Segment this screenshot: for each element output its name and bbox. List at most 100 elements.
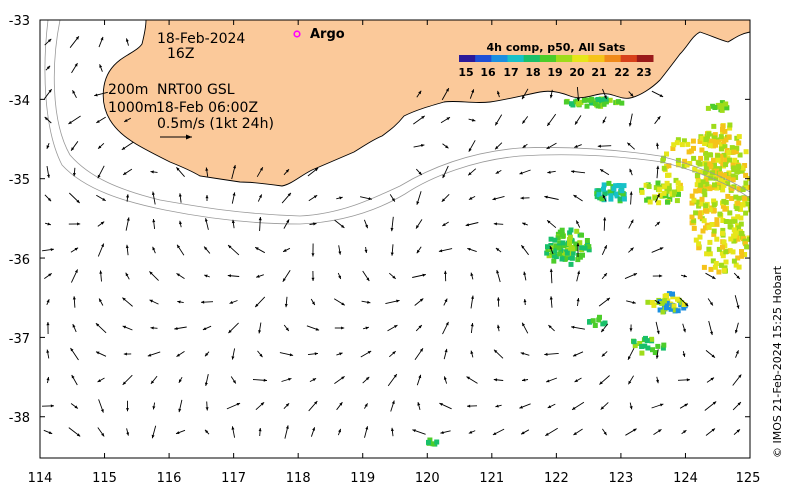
sst-pixel <box>670 294 676 300</box>
sst-pixel <box>430 441 436 447</box>
sst-pixel <box>557 240 563 246</box>
sst-pixel <box>703 203 709 209</box>
sst-pixel <box>672 189 677 195</box>
sst-pixel <box>701 218 707 224</box>
current-arrow <box>282 270 291 282</box>
current-arrow <box>708 320 713 336</box>
current-arrow <box>387 373 398 387</box>
sst-pixel <box>639 344 645 349</box>
current-arrow <box>281 192 292 204</box>
current-arrow <box>574 377 582 383</box>
current-arrow <box>705 350 716 358</box>
sst-pixel <box>570 246 576 252</box>
sst-pixel <box>691 218 697 224</box>
sst-pixel <box>718 262 724 268</box>
sst-pixel <box>732 157 738 163</box>
current-arrow <box>443 348 448 360</box>
current-arrow <box>493 222 504 226</box>
sst-pixel <box>711 157 716 163</box>
sst-pixel <box>725 181 731 187</box>
current-arrow <box>549 296 553 308</box>
current-arrow <box>651 90 664 98</box>
current-arrow <box>547 403 556 409</box>
sst-pixel <box>586 244 592 250</box>
current-arrow <box>597 144 612 148</box>
sst-pixel <box>687 161 693 166</box>
current-arrow <box>656 376 659 384</box>
current-arrow <box>70 403 79 409</box>
sst-pixel <box>696 241 702 247</box>
current-arrow <box>704 401 717 411</box>
current-arrow <box>68 222 81 226</box>
sst-pixel <box>675 157 681 163</box>
sst-pixel <box>731 165 737 171</box>
sst-pixel <box>671 142 677 148</box>
sst-pixel <box>587 319 593 324</box>
sst-pixel <box>707 143 713 149</box>
current-arrow <box>230 376 237 384</box>
sst-pixel <box>668 306 674 312</box>
sst-pixel <box>601 186 606 192</box>
sst-pixel <box>731 149 737 155</box>
sst-pixel <box>719 107 725 113</box>
sst-pixel <box>696 245 702 251</box>
sst-pixel <box>711 208 717 214</box>
current-arrow <box>227 244 240 256</box>
current-arrow <box>255 401 265 411</box>
x-tick-label: 124 <box>673 471 698 486</box>
sst-pixel <box>669 191 675 197</box>
current-arrow <box>44 194 52 202</box>
argo-label: Argo <box>310 27 345 42</box>
current-arrow <box>415 168 423 176</box>
sst-pixel <box>691 197 697 203</box>
current-arrow <box>440 116 451 124</box>
current-arrow <box>204 429 210 435</box>
sst-pixel <box>681 138 687 144</box>
current-arrow <box>576 86 580 102</box>
current-arrow <box>364 426 369 438</box>
current-arrow <box>570 170 586 174</box>
sst-pixel <box>590 318 596 324</box>
sst-data-layer <box>426 96 750 447</box>
sst-pixel <box>699 196 705 202</box>
sst-pixel <box>719 103 725 109</box>
sst-pixel <box>703 137 709 142</box>
sst-pixel <box>706 224 712 230</box>
x-tick-label: 118 <box>286 471 311 486</box>
current-arrow <box>576 270 580 282</box>
sst-pixel <box>726 134 732 140</box>
current-arrow <box>177 300 184 304</box>
sst-pixel <box>559 256 565 262</box>
sst-pixel <box>696 203 702 209</box>
sst-pixel <box>692 166 698 172</box>
current-arrow <box>70 141 79 151</box>
current-arrow <box>97 377 105 383</box>
sst-pixel <box>702 170 708 176</box>
current-arrow <box>470 272 474 280</box>
current-arrow <box>41 404 55 408</box>
current-arrow <box>254 296 266 308</box>
current-arrow <box>70 247 79 253</box>
sst-pixel <box>740 202 746 208</box>
sst-pixel <box>569 250 575 256</box>
sst-pixel <box>703 208 708 214</box>
current-arrow <box>601 245 608 255</box>
current-arrow <box>493 349 504 359</box>
sst-pixel <box>723 259 729 265</box>
sst-pixel <box>691 225 697 231</box>
current-arrow <box>602 116 607 124</box>
sst-pixel <box>713 175 719 181</box>
sst-pixel <box>704 174 710 180</box>
sst-pixel <box>698 201 704 206</box>
current-arrow <box>338 245 342 255</box>
current-arrow <box>705 428 716 436</box>
sst-pixel <box>704 155 710 161</box>
sst-pixel <box>711 123 717 129</box>
sst-pixel <box>731 238 737 244</box>
sst-pixel <box>568 261 574 267</box>
current-arrow <box>598 297 611 307</box>
sst-pixel <box>724 105 730 111</box>
colorbar-tick: 18 <box>525 66 540 79</box>
sst-pixel <box>693 210 699 216</box>
current-arrow <box>546 219 557 229</box>
